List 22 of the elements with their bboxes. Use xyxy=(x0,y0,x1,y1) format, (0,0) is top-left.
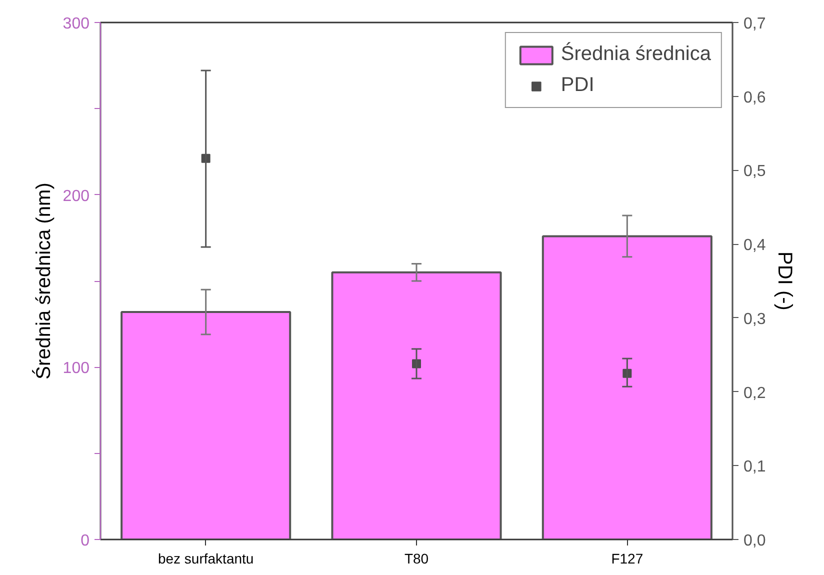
bar xyxy=(331,271,502,540)
y2-tick-label: 0,1 xyxy=(744,458,766,476)
y2-tick-label: 0,2 xyxy=(744,384,766,402)
bar xyxy=(542,235,712,540)
y-axis-title: Średnia średnica (nm) xyxy=(32,182,55,380)
legend-label: Średnia średnica xyxy=(560,43,711,66)
bar xyxy=(120,311,292,540)
y2-tick-label: 0,5 xyxy=(744,163,766,180)
y2-tick-label: 0,6 xyxy=(744,89,766,106)
x-tick-label: T80 xyxy=(404,550,429,566)
y2-axis-title: PDI (-) xyxy=(774,252,796,310)
y-tick-label: 100 xyxy=(62,360,90,378)
y2-tick-label: 0,3 xyxy=(744,310,766,328)
y2-tick-label: 0,7 xyxy=(744,16,766,32)
y-tick-label: 300 xyxy=(62,16,90,32)
y-tick-label: 0 xyxy=(80,532,90,550)
x-tick-label: F127 xyxy=(611,550,644,566)
y2-tick-label: 0,0 xyxy=(744,532,766,550)
x-tick-label: bez surfaktantu xyxy=(158,550,254,566)
y-tick-label: 200 xyxy=(62,188,90,205)
legend-label: PDI xyxy=(560,74,594,97)
y2-tick-label: 0,4 xyxy=(744,237,766,254)
